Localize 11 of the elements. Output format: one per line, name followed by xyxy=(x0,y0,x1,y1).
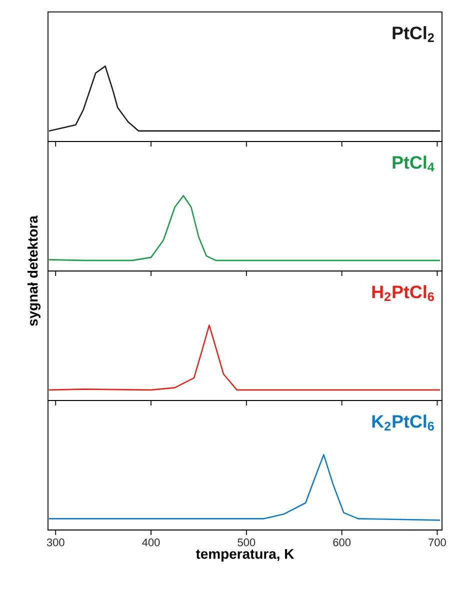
x-tick-label: 600 xyxy=(333,538,351,546)
text: PtCl$_{2}$ xyxy=(392,26,434,42)
x-tick-label: 300 xyxy=(46,538,64,546)
text: K$_{2}$PtCl$_{6}$ xyxy=(372,414,434,431)
x-tick-label: 700 xyxy=(428,538,446,546)
x-axis-title: temperatura, K xyxy=(196,549,294,562)
y-axis-title: sygnał detektora xyxy=(27,216,41,326)
x-tick-label: 500 xyxy=(238,538,256,546)
text: H$_{2}$PtCl$_{6}$ xyxy=(372,285,434,302)
x-tick-label: 400 xyxy=(142,538,160,546)
text: PtCl$_{4}$ xyxy=(392,156,434,172)
